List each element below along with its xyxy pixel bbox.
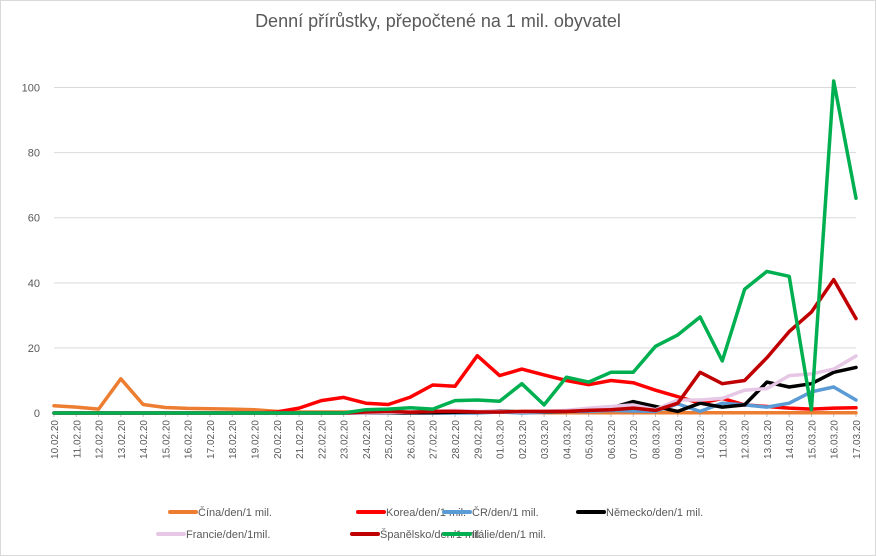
legend-entry: ČR/den/1 mil.: [442, 506, 539, 519]
legend-label: Itálie/den/1 mil.: [472, 529, 546, 541]
x-tick-label: 29.02.20: [473, 420, 484, 459]
x-tick-label: 02.03.20: [518, 420, 529, 459]
x-tick-label: 01.03.20: [496, 420, 507, 459]
x-tick-label: 15.02.20: [161, 420, 172, 459]
x-tick-label: 18.02.20: [228, 420, 239, 459]
x-tick-label: 14.02.20: [139, 420, 150, 459]
legend-entry: Itálie/den/1 mil.: [442, 529, 546, 541]
legend: Čína/den/1 mil. Korea/den/1 mil. ČR/den/1 …: [156, 506, 703, 541]
x-tick-label: 23.02.20: [340, 420, 351, 459]
x-tick-label: 10.03.20: [696, 420, 707, 459]
x-tick-label: 27.02.20: [429, 420, 440, 459]
x-tick-label: 13.02.20: [117, 420, 128, 459]
y-axis-ticks: 0 20 40 60 80 100: [22, 83, 40, 420]
x-tick-label: 11.02.20: [72, 420, 83, 459]
x-tick-label: 17.02.20: [206, 420, 217, 459]
y-tick-label: 80: [28, 148, 40, 160]
y-tick-label: 0: [34, 408, 40, 420]
x-tick-label: 07.03.20: [629, 420, 640, 459]
x-tick-label: 08.03.20: [652, 420, 663, 459]
x-tick-label: 17.03.20: [852, 420, 863, 459]
x-tick-label: 20.02.20: [273, 420, 284, 459]
x-tick-label: 19.02.20: [251, 420, 262, 459]
x-tick-label: 21.02.20: [295, 420, 306, 459]
legend-label: Francie/den/1mil.: [186, 529, 270, 541]
series-lines: [52, 79, 858, 415]
x-tick-label: 25.02.20: [384, 420, 395, 459]
x-tick-label: 12.02.20: [95, 420, 106, 459]
gridlines: [54, 87, 856, 414]
y-tick-label: 60: [28, 213, 40, 225]
legend-entry: Německo/den/1 mil.: [576, 507, 703, 519]
x-tick-label: 11.03.20: [718, 420, 729, 459]
x-tick-label: 26.02.20: [406, 420, 417, 459]
x-axis-ticks: 10.02.20 11.02.20 12.02.20 13.02.20 14.02.20…: [50, 413, 863, 459]
legend-label: Španělsko/den/1 mil.: [380, 528, 482, 541]
legend-label: Čína/den/1 mil.: [198, 506, 272, 519]
x-tick-label: 04.03.20: [562, 420, 573, 459]
x-tick-label: 14.03.20: [785, 420, 796, 459]
x-tick-label: 13.03.20: [763, 420, 774, 459]
x-tick-label: 10.02.20: [50, 420, 61, 459]
x-tick-label: 28.02.20: [451, 420, 462, 459]
legend-entry: Španělsko/den/1 mil.: [350, 528, 482, 541]
x-tick-label: 16.02.20: [184, 420, 195, 459]
series-line-6: [52, 79, 858, 415]
x-tick-label: 12.03.20: [741, 420, 752, 459]
x-tick-label: 16.03.20: [830, 420, 841, 459]
x-tick-label: 15.03.20: [807, 420, 818, 459]
x-tick-label: 03.03.20: [540, 420, 551, 459]
x-tick-label: 09.03.20: [674, 420, 685, 459]
legend-entry: Francie/den/1mil.: [156, 529, 270, 541]
chart-title: Denní přírůstky, přepočtené na 1 mil. ob…: [255, 11, 621, 31]
y-tick-label: 100: [22, 83, 40, 95]
y-tick-label: 40: [28, 278, 40, 290]
legend-label: ČR/den/1 mil.: [472, 506, 539, 519]
legend-label: Německo/den/1 mil.: [606, 507, 703, 519]
x-tick-label: 05.03.20: [585, 420, 596, 459]
y-tick-label: 20: [28, 343, 40, 355]
x-tick-label: 22.02.20: [317, 420, 328, 459]
x-tick-label: 24.02.20: [362, 420, 373, 459]
legend-entry: Čína/den/1 mil.: [168, 506, 272, 519]
x-tick-label: 06.03.20: [607, 420, 618, 459]
